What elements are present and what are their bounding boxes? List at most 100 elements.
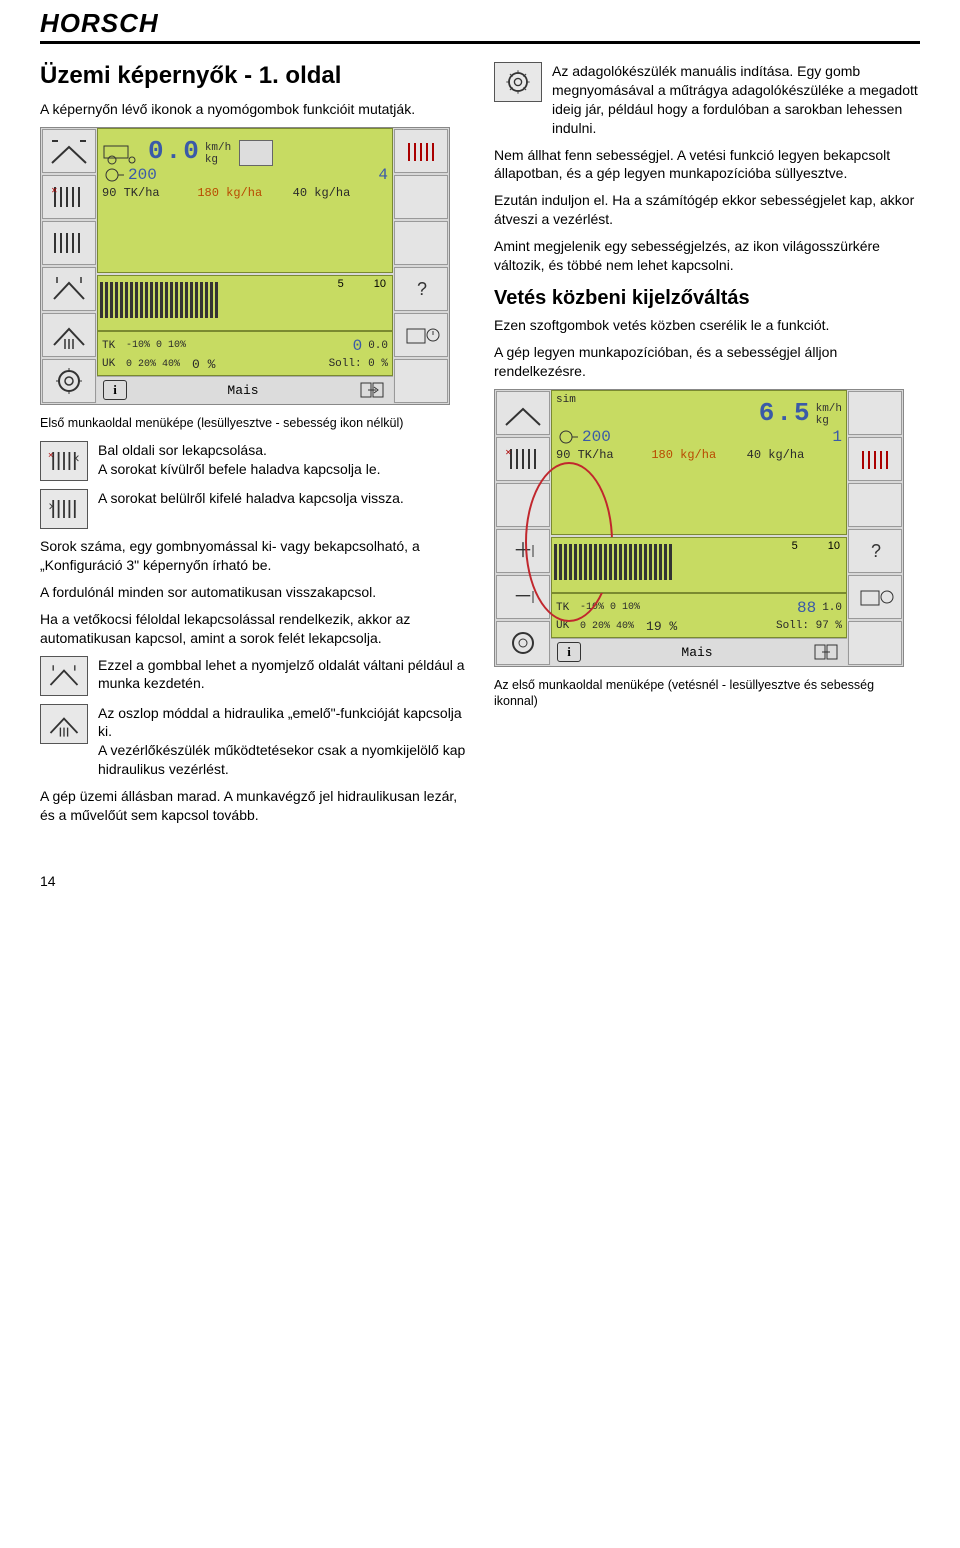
brand-underline: [40, 41, 920, 44]
device1-crop: Mais: [135, 383, 351, 398]
softkey-rows-on-icon: [42, 221, 96, 265]
device2-caption: Az első munkaoldal menüképe (vetésnél - …: [494, 677, 920, 710]
intro-text: A képernyőn lévő ikonok a nyomógombok fu…: [40, 100, 466, 119]
device1-uk-pct: 0 %: [192, 357, 215, 372]
device2-uk-pct: 19 %: [646, 619, 677, 634]
device2-tk-label: TK: [556, 602, 574, 614]
device2-kg: kg: [816, 415, 842, 427]
device1-uk-vals: 0 20% 40%: [126, 359, 180, 370]
info-icon: i: [103, 380, 127, 400]
right-para5: A gép legyen munkapozícióban, és a sebes…: [494, 343, 920, 381]
device1-tn1: 5: [338, 278, 344, 290]
page-number: 14: [40, 873, 920, 889]
right-column: Az adagolókészülék manuális indítása. Eg…: [494, 62, 920, 833]
softkey-bout-mode-icon: [42, 313, 96, 357]
left-column: Üzemi képernyők - 1. oldal A képernyőn l…: [40, 62, 466, 833]
device1-left-softkeys: ✕: [41, 128, 97, 404]
device1-uk-label: UK: [102, 358, 120, 370]
marker-switch-icon: [40, 656, 88, 696]
device2-tk-small: 1.0: [822, 602, 842, 614]
tractor-icon: [102, 136, 146, 166]
device2-stat2: 180 kg/ha: [651, 448, 746, 462]
d2-softkey-r2-icon: [848, 437, 902, 481]
fertilizer-start-icon: [494, 62, 542, 102]
rows-on-icon: [40, 489, 88, 529]
softkey-rows-off-icon: ✕: [42, 175, 96, 219]
left-para2: Sorok száma, egy gombnyomással ki- vagy …: [40, 537, 466, 575]
device2-tk-big: 88: [797, 599, 816, 617]
device2-footer: i Mais: [551, 638, 847, 666]
right-para2: Ezután induljon el. Ha a számítógép ekko…: [494, 191, 920, 229]
device1-tk-vals: -10% 0 10%: [126, 340, 186, 351]
right-para1: Nem állhat fenn sebességjel. A vetési fu…: [494, 146, 920, 184]
d2-softkey-r5-icon: [848, 575, 902, 619]
softkey-r1-icon: [394, 129, 448, 173]
device2-tn1: 5: [792, 540, 798, 552]
device1-stat2: 180 kg/ha: [197, 186, 292, 200]
d2-softkey-plus-icon: ＋: [496, 529, 550, 573]
right-para3: Amint megjelenik egy sebességjelzés, az …: [494, 237, 920, 275]
d2-softkey-r6-icon: [848, 621, 902, 665]
softkey-r4-icon: ?: [394, 267, 448, 311]
device2-tk-vals: -10% 0 10%: [580, 602, 640, 613]
d2-softkey-minus-icon: －: [496, 575, 550, 619]
d2-softkey-r1-icon: [848, 391, 902, 435]
d2-softkey-r4-icon: ?: [848, 529, 902, 573]
device1-kmh: km/h: [205, 142, 231, 154]
d2-softkey-fert-icon: [496, 621, 550, 665]
icon2-text: A sorokat belülről kifelé haladva kapcso…: [98, 489, 466, 508]
device-screenshot-2: ✕ ＋ － sim 6.5 km/h kg: [494, 389, 904, 667]
svg-text:?: ?: [417, 279, 427, 299]
device1-caption: Első munkaoldal menüképe (lesüllyesztve …: [40, 415, 466, 431]
svg-text:?: ?: [871, 541, 881, 561]
icon3-text: Ezzel a gombbal lehet a nyomjelző oldalá…: [98, 656, 466, 694]
softkey-r3-icon: [394, 221, 448, 265]
device2-speed: 6.5: [759, 398, 812, 428]
left-para5: A gép üzemi állásban marad. A munkavégző…: [40, 787, 466, 825]
svg-text:✕: ✕: [505, 448, 512, 457]
icon1-text-a: Bal oldali sor lekapcsolása.: [98, 441, 466, 460]
device2-right-num: 1: [832, 428, 842, 446]
left-para3: A fordulónál minden sor automatikusan vi…: [40, 583, 466, 602]
device2-uk-label: UK: [556, 620, 574, 632]
device2-crop: Mais: [589, 645, 805, 660]
device1-kg: kg: [205, 154, 231, 166]
device1-green-area: 0.0 km/h kg 200 4: [97, 128, 393, 273]
softkey-marker-icon: [42, 129, 96, 173]
device1-footer: i Mais: [97, 376, 393, 404]
brand-logo: HORSCH: [40, 0, 920, 41]
right-h2: Vetés közbeni kijelzőváltás: [494, 287, 920, 310]
softkey-r2-icon: [394, 175, 448, 219]
page-title: Üzemi képernyők - 1. oldal: [40, 62, 466, 90]
device2-right-softkeys: ?: [847, 390, 903, 666]
device1-tk-small: 0.0: [368, 340, 388, 352]
device2-tn2: 10: [828, 540, 840, 552]
device1-tk-big: 0: [353, 337, 363, 355]
device1-stat1: 90 TK/ha: [102, 186, 197, 200]
d2-softkey-r3-icon: [848, 483, 902, 527]
device2-soll: Soll: 97 %: [776, 620, 842, 632]
device2-left-softkeys: ✕ ＋ －: [495, 390, 551, 666]
device2-stat1: 90 TK/ha: [556, 448, 651, 462]
bout-mode-icon: [40, 704, 88, 744]
d2-softkey-l2-icon: ✕: [496, 437, 550, 481]
device1-right-num: 4: [378, 166, 388, 184]
seed-wheel-icon-2: [556, 429, 578, 445]
device2-stat3: 40 kg/ha: [747, 448, 842, 462]
page-switch-icon: [359, 381, 387, 399]
device1-tk-label: TK: [102, 340, 120, 352]
device1-tramline: 510: [97, 275, 393, 331]
svg-text:＋: ＋: [513, 540, 533, 562]
svg-text:✕: ✕: [48, 451, 54, 460]
d2-softkey-l3-icon: [496, 483, 550, 527]
device1-speed-box-icon: [239, 140, 273, 166]
left-para4: Ha a vetőkocsi féloldal lekapcsolással r…: [40, 610, 466, 648]
seed-wheel-icon: [102, 167, 124, 183]
device-screenshot-1: ✕ 0.0 km/h kg: [40, 127, 450, 405]
device2-tramline: 5 10: [551, 537, 847, 593]
right-para4: Ezen szoftgombok vetés közben cserélik l…: [494, 316, 920, 335]
d2-softkey-l1-icon: [496, 391, 550, 435]
device1-soll: Soll: 0 %: [329, 358, 388, 370]
icon4-text-b: A vezérlőkészülék működtetésekor csak a …: [98, 741, 466, 779]
device2-sim: sim: [556, 394, 576, 406]
